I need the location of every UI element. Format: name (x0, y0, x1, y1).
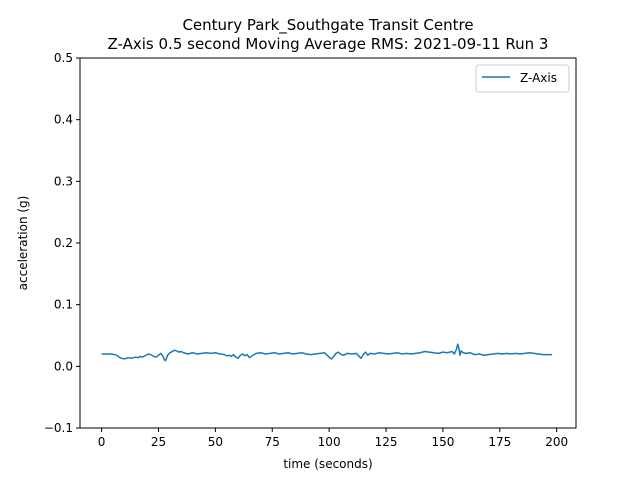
legend-box (475, 64, 570, 93)
chart-title: Century Park_Southgate Transit Centre (182, 16, 473, 35)
legend: Z-Axis (475, 64, 570, 93)
y-tick-label: 0.5 (54, 51, 73, 65)
y-tick-label: 0.4 (54, 113, 73, 127)
x-tick-label: 25 (151, 435, 166, 449)
x-tick-label: 50 (208, 435, 223, 449)
y-tick-label: 0.1 (54, 298, 73, 312)
x-tick-label: 0 (98, 435, 106, 449)
y-tick-label: 0.0 (54, 359, 73, 373)
x-tick-label: 200 (545, 435, 568, 449)
x-tick-label: 175 (488, 435, 511, 449)
x-tick-label: 150 (431, 435, 454, 449)
y-tick-label: 0.2 (54, 236, 73, 250)
chart-subtitle: Z-Axis 0.5 second Moving Average RMS: 20… (108, 35, 549, 53)
y-tick-label: 0.3 (54, 174, 73, 188)
x-tick-label: 75 (265, 435, 280, 449)
x-tick-label: 125 (375, 435, 398, 449)
series-line-z-axis (101, 343, 553, 362)
x-axis-ticks: 0 25 50 75 100 125 150 175 200 (98, 428, 568, 449)
legend-label-z-axis: Z-Axis (520, 71, 557, 85)
x-tick-label: 100 (318, 435, 341, 449)
y-tick-label: −0.1 (44, 421, 73, 435)
x-axis-label: time (seconds) (283, 457, 372, 471)
y-axis-ticks: −0.1 0.0 0.1 0.2 0.3 0.4 0.5 (44, 51, 80, 435)
plot-frame (79, 57, 577, 429)
y-axis-label: acceleration (g) (16, 196, 30, 291)
series-layer (101, 343, 553, 362)
